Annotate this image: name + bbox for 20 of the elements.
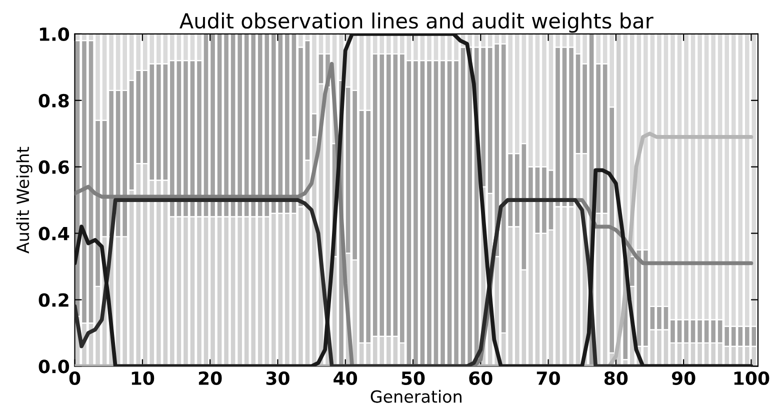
y-tick-label: 0.8 bbox=[38, 94, 69, 108]
x-tick-label: 80 bbox=[604, 371, 628, 386]
x-tick-label: 50 bbox=[402, 371, 425, 386]
y-axis-title: Audit Weight bbox=[16, 146, 32, 254]
x-tick-label: 90 bbox=[672, 371, 696, 386]
chart-title: Audit observation lines and audit weights bar bbox=[180, 12, 654, 33]
x-tick-label: 60 bbox=[469, 371, 492, 386]
x-tick-label: 20 bbox=[198, 371, 222, 386]
x-tick-label: 70 bbox=[536, 371, 560, 386]
x-tick-label: 40 bbox=[334, 371, 358, 386]
x-tick-label: 0 bbox=[69, 371, 80, 386]
x-tick-label: 30 bbox=[266, 371, 290, 386]
x-tick-label: 100 bbox=[734, 371, 770, 386]
y-tick-label: 0.4 bbox=[38, 226, 70, 240]
y-tick-label: 0.0 bbox=[38, 360, 70, 374]
x-tick-label: 10 bbox=[132, 371, 154, 386]
y-tick-label: 1.0 bbox=[40, 27, 70, 42]
y-tick-label: 0.6 bbox=[38, 160, 69, 174]
x-axis-title: Generation bbox=[370, 390, 462, 403]
y-tick-label: 0.2 bbox=[38, 293, 68, 307]
